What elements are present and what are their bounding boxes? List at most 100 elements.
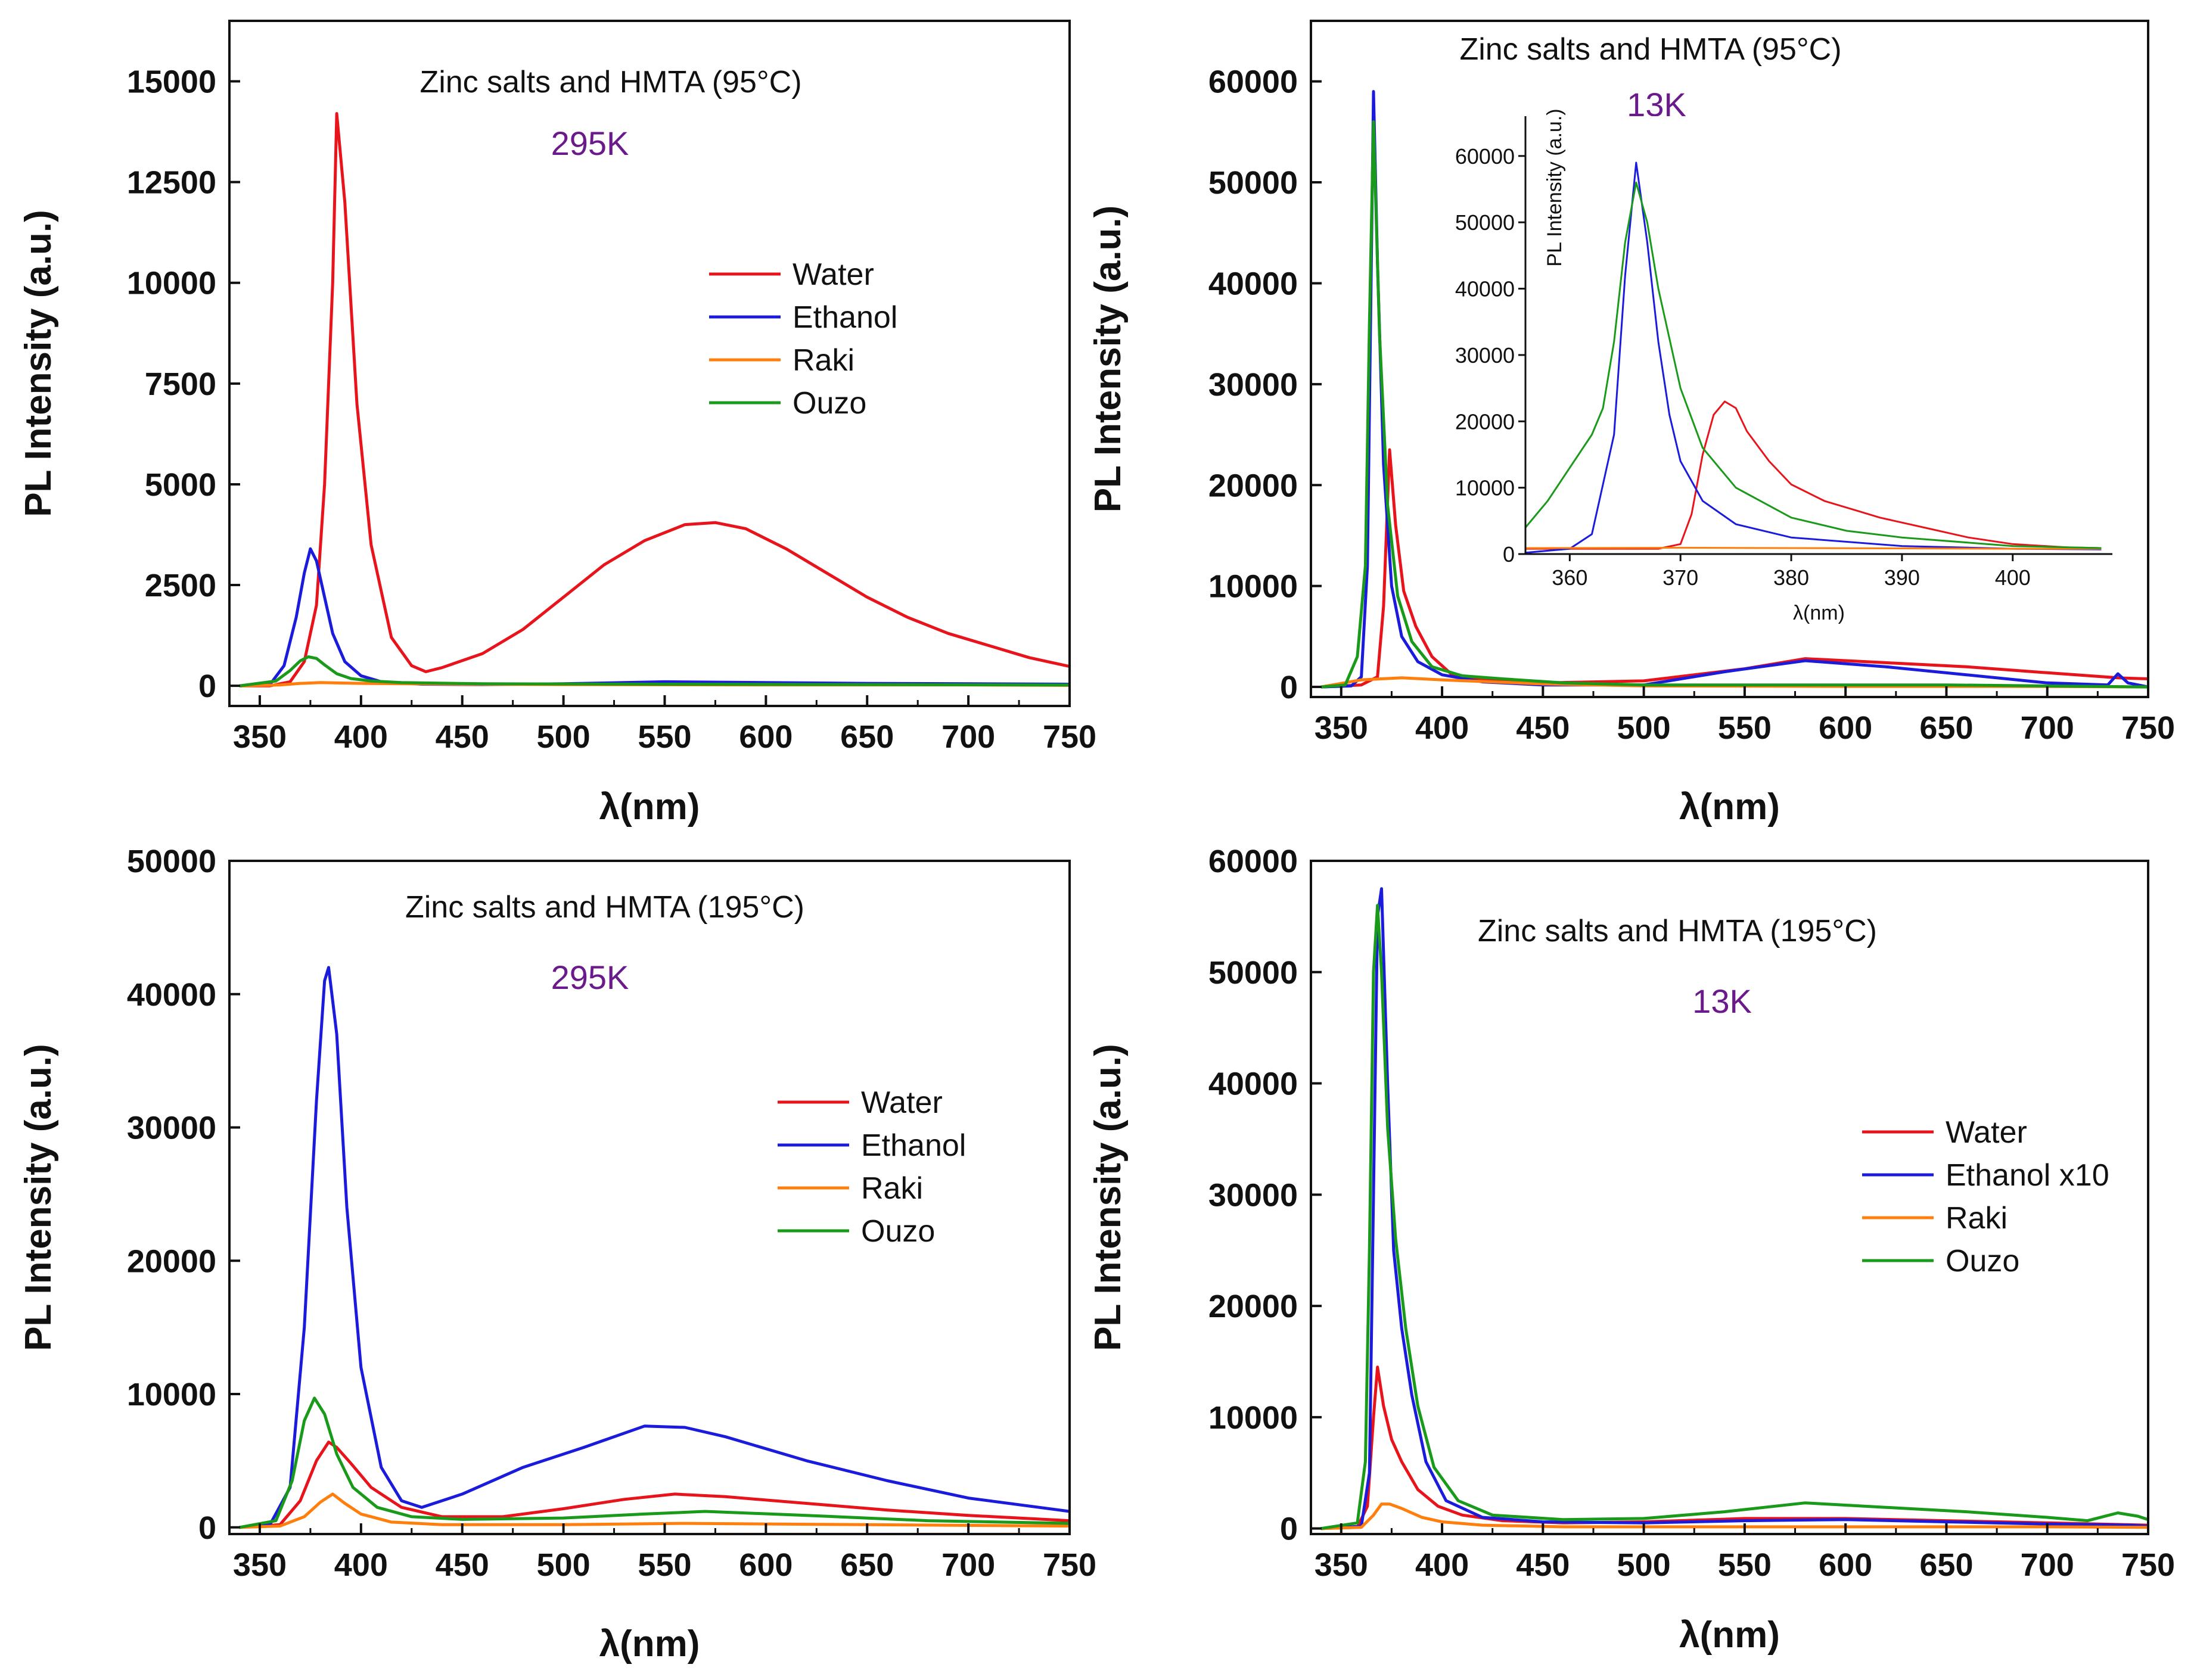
chart-title: Zinc salts and HMTA (195°C) — [1478, 914, 1877, 948]
legend: Water Ethanol x10 Raki Ouzo — [1862, 1115, 2109, 1278]
series-line-water — [240, 112, 1070, 687]
series-group — [239, 966, 1070, 1529]
inset-x-axis-label: λ(nm) — [1793, 602, 1845, 624]
x-tick-label: 700 — [2021, 1547, 2074, 1583]
x-tick-label: 700 — [941, 1547, 995, 1583]
x-tick-label: 750 — [2121, 710, 2175, 746]
x-tick-label: 750 — [1043, 1547, 1096, 1583]
inset-x-tick-label: 370 — [1662, 565, 1698, 590]
y-axis-label: PL Intensity (a.u.) — [18, 210, 59, 517]
series-line-ouzo — [1320, 120, 2149, 689]
legend-label: Raki — [1946, 1201, 2008, 1236]
x-tick-label: 400 — [334, 1547, 388, 1583]
y-tick-label: 7500 — [145, 366, 216, 402]
y-tick-label: 40000 — [1208, 1066, 1298, 1102]
x-tick-label: 450 — [436, 719, 489, 755]
series-line-ouzo — [1320, 904, 2149, 1530]
inset-y-tick-label: 50000 — [1455, 210, 1515, 235]
legend-label: Ethanol x10 — [1946, 1158, 2109, 1193]
x-tick-label: 550 — [638, 719, 691, 755]
x-tick-label: 500 — [537, 1547, 591, 1583]
y-tick-label: 15000 — [127, 64, 216, 99]
temperature-label: 295K — [551, 959, 629, 996]
y-tick-label: 10000 — [127, 266, 216, 301]
chart-title: Zinc salts and HMTA (95°C) — [1459, 32, 1841, 67]
inset-series-line-ethanol — [1525, 161, 2102, 554]
x-tick-label: 450 — [1516, 1547, 1570, 1583]
x-axis-label: λ(nm) — [599, 1623, 700, 1665]
y-tick-label: 0 — [1280, 670, 1298, 705]
y-tick-label: 20000 — [127, 1243, 216, 1279]
x-tick-label: 400 — [334, 719, 388, 755]
plot-frame — [228, 20, 1071, 707]
x-tick-label: 650 — [1919, 1547, 1973, 1583]
y-tick-label: 2500 — [145, 568, 216, 603]
x-tick-label: 700 — [2021, 710, 2074, 746]
x-tick-label: 600 — [739, 1547, 793, 1583]
legend-label: Ethanol — [793, 300, 897, 335]
inset-y-tick-label: 30000 — [1455, 343, 1515, 368]
panel-bottom-right: 350 400 450 500 550 600 650 700 750 0 10000 20000 30… — [1087, 844, 2175, 1656]
legend-label: Ouzo — [861, 1214, 935, 1249]
y-tick-label: 40000 — [1208, 266, 1298, 301]
series-line-ouzo — [239, 1396, 1070, 1529]
x-tick-label: 600 — [1819, 1547, 1872, 1583]
y-axis-label: PL Intensity (a.u.) — [18, 1044, 59, 1351]
legend-label: Raki — [861, 1171, 923, 1206]
legend: Water Ethanol Raki Ouzo — [709, 257, 897, 421]
inset-background — [1525, 116, 2112, 554]
y-tick-label: 0 — [1280, 1511, 1298, 1547]
series-group — [239, 112, 1070, 687]
inset-x-tick-label: 380 — [1773, 565, 1809, 590]
y-tick-label: 12500 — [127, 165, 216, 201]
plot-frame — [1310, 860, 2149, 1535]
y-tick-label: 50000 — [1208, 955, 1298, 991]
inset-y-axis-label: PL Intensity (a.u.) — [1543, 108, 1566, 266]
x-tick-label: 600 — [739, 719, 793, 755]
panel-top-right: 350 400 450 500 550 600 650 700 750 0 10000 20000 30… — [1087, 20, 2175, 827]
x-tick-label: 400 — [1415, 710, 1469, 746]
y-tick-label: 50000 — [1208, 165, 1298, 201]
plot-frame — [1310, 20, 2149, 698]
series-line-raki — [239, 1492, 1070, 1529]
x-tick-label: 350 — [1315, 710, 1368, 746]
y-tick-label: 60000 — [1208, 64, 1298, 100]
x-tick-label: 750 — [1043, 719, 1096, 755]
x-axis-label: λ(nm) — [599, 786, 700, 827]
x-tick-label: 700 — [941, 719, 995, 755]
y-tick-label: 40000 — [127, 977, 216, 1013]
legend-label: Water — [861, 1085, 943, 1120]
y-axis-label: PL Intensity (a.u.) — [1087, 1044, 1129, 1351]
y-tick-label: 30000 — [1208, 367, 1298, 403]
series-line-ethanol — [239, 547, 1070, 687]
y-tick-label: 60000 — [1208, 844, 1298, 879]
inset-series-line-ouzo — [1524, 181, 2102, 549]
x-tick-label: 550 — [1718, 710, 1772, 746]
inset-series-line-water — [1525, 400, 2102, 550]
plot-frame — [228, 860, 1071, 1535]
y-tick-label: 10000 — [127, 1377, 216, 1413]
x-tick-label: 350 — [233, 1547, 287, 1583]
chart-title: Zinc salts and HMTA (95°C) — [419, 65, 801, 99]
inset-x-tick-label: 400 — [1995, 565, 2031, 590]
legend-label: Ethanol — [861, 1128, 966, 1163]
inset-y-tick-label: 20000 — [1455, 409, 1515, 434]
legend-label: Ouzo — [793, 386, 866, 421]
temperature-label: 295K — [551, 125, 629, 162]
inset-y-tick-label: 0 — [1503, 542, 1515, 567]
x-tick-label: 550 — [1718, 1547, 1772, 1583]
inset-chart: 360 370 380 390 400 0 10000 20000 30000 40000 5000… — [1455, 108, 2112, 624]
temperature-label: 13K — [1692, 982, 1752, 1020]
x-axis-label: λ(nm) — [1679, 1614, 1780, 1656]
series-group — [1320, 887, 2149, 1530]
series-group — [1320, 90, 2149, 689]
inset-series-line-raki — [1525, 546, 2102, 550]
series-line-water — [239, 1441, 1070, 1529]
series-line-ethanol — [239, 966, 1070, 1529]
series-line-raki — [1320, 1502, 2149, 1530]
inset-x-tick-label: 360 — [1552, 565, 1587, 590]
y-tick-label: 10000 — [1208, 1400, 1298, 1436]
y-tick-label: 50000 — [127, 844, 216, 879]
x-tick-label: 450 — [436, 1547, 489, 1583]
legend-label: Ouzo — [1946, 1244, 2019, 1278]
